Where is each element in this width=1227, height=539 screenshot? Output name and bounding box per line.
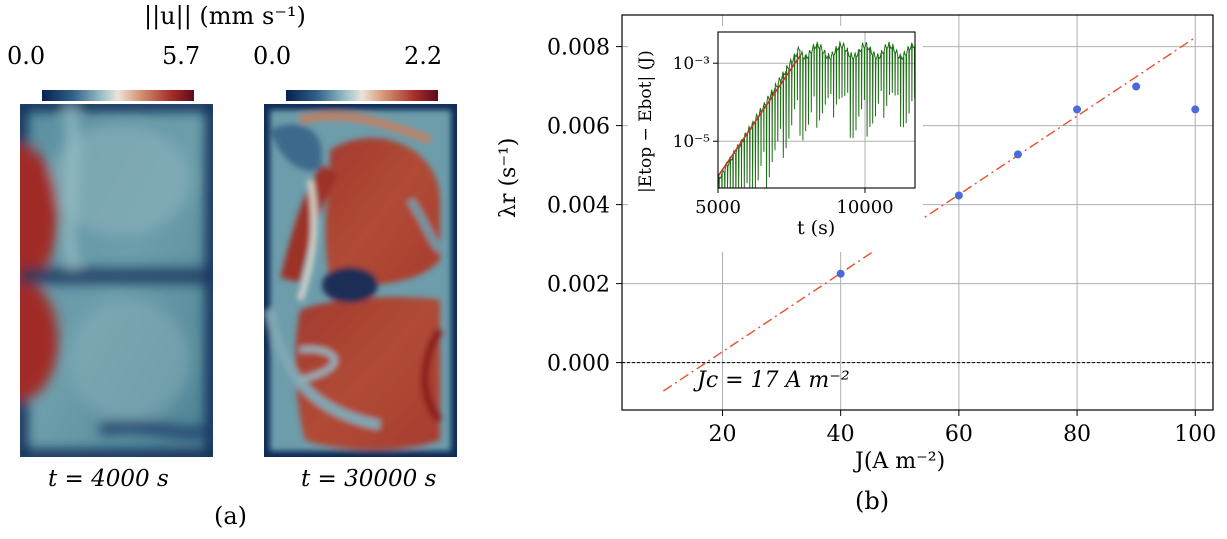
inset-y-tick-label: 10⁻⁵	[673, 132, 711, 152]
inset-x-tick-label: 10000	[836, 197, 893, 218]
inset-exponential-fit	[717, 54, 801, 177]
x-tick-label: 100	[1174, 422, 1216, 447]
time-label-left: t = 4000 s	[48, 466, 169, 492]
time-right-text: t = 30000 s	[301, 466, 437, 492]
annotation-jc: Jc = 17 A m⁻²	[697, 368, 850, 393]
caption-a: (a)	[214, 502, 248, 530]
inset-y-label: |Etop − Ebot| (J)	[636, 50, 656, 193]
x-tick-label: 60	[945, 422, 973, 447]
y-tick-label: 0.004	[547, 194, 610, 219]
inset-y-tick-label: 10⁻³	[673, 54, 710, 74]
colorbar-label-text: ||u|| (mm s⁻¹)	[144, 2, 306, 30]
data-point	[1191, 105, 1200, 114]
x-tick-label: 80	[1063, 422, 1091, 447]
y-axis-label: λr (s⁻¹)	[496, 137, 521, 218]
y-tick-label: 0.002	[547, 273, 610, 298]
data-point	[1073, 105, 1082, 114]
time-left-text: t = 4000 s	[48, 466, 169, 492]
colorbar-left	[42, 90, 194, 101]
colorbar-right-max: 2.2	[404, 42, 443, 70]
colorbar-right-min: 0.0	[253, 42, 292, 70]
x-axis-label: J(A m⁻²)	[855, 449, 946, 474]
colorbar-left-max: 5.7	[162, 42, 201, 70]
linear-fit-line	[662, 36, 1196, 392]
data-point	[1132, 82, 1141, 91]
data-point	[954, 191, 963, 200]
inset-x-tick-label: 5000	[695, 197, 741, 218]
colorbar-right	[286, 90, 438, 101]
inset-x-label: t (s)	[797, 217, 836, 239]
data-point	[836, 269, 845, 278]
y-tick-label: 0.008	[547, 36, 610, 61]
main-axes: 20 40 60 80 100 0.000 0.002 0.004 0.006 0.008	[547, 14, 1216, 447]
velocity-fields	[20, 90, 457, 457]
data-point	[1013, 150, 1022, 159]
field-left	[20, 104, 213, 457]
inset-frame	[717, 31, 916, 189]
inset-chart: 5000 10000 10⁻³ 10⁻⁵	[628, 26, 923, 252]
x-tick-label: 40	[827, 422, 855, 447]
y-tick-label: 0.006	[547, 115, 610, 140]
y-tick-label: 0.000	[547, 352, 610, 377]
field-right	[264, 104, 457, 457]
colorbar-left-min: 0.0	[7, 42, 46, 70]
x-tick-label: 20	[708, 422, 736, 447]
colorbar-label: ||u|| (mm s⁻¹)	[144, 2, 306, 30]
time-label-right: t = 30000 s	[301, 466, 436, 492]
caption-b: (b)	[855, 487, 890, 515]
plot-frame	[621, 14, 1214, 411]
